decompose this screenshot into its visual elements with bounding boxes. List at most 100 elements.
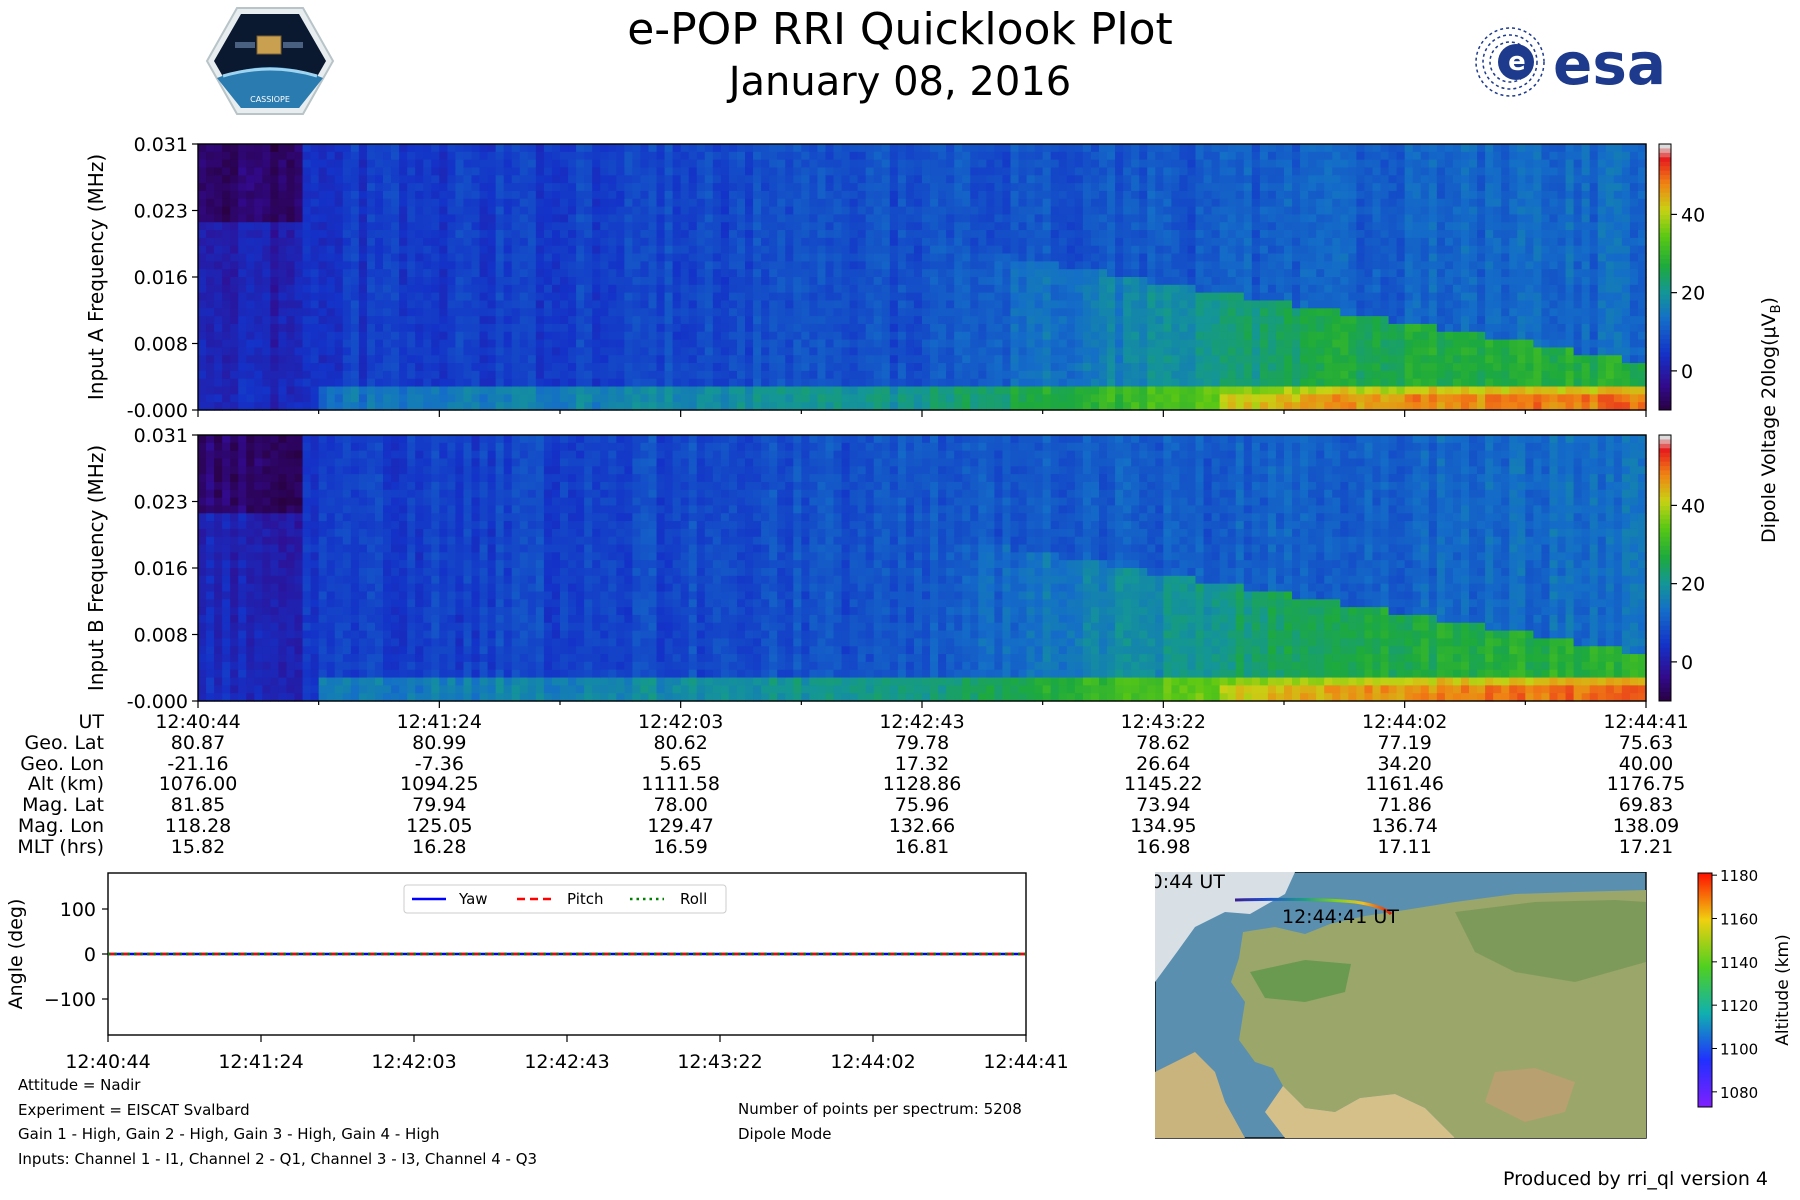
ephemeris-cell: 12:42:43	[879, 711, 965, 733]
ytick-label: -0.000	[127, 691, 188, 711]
input-a-ylabel: Input A Frequency (MHz)	[84, 154, 108, 400]
ephemeris-cell: 81.85	[170, 794, 226, 817]
ytick-label: 0.031	[134, 425, 188, 447]
input-b-colorbar	[1658, 434, 1672, 702]
ephemeris-cell: 16.98	[1136, 835, 1191, 858]
attitude-ytick-label: 0	[84, 944, 96, 966]
ephemeris-cell: 129.47	[647, 815, 714, 837]
attitude-legend: Yaw Pitch Roll	[403, 884, 727, 914]
ytick-label: 0.023	[134, 201, 188, 223]
ephemeris-cell: -21.16	[167, 752, 229, 775]
input-b-ylabel: Input B Frequency (MHz)	[84, 445, 108, 691]
altitude-tick-label: 1080	[1720, 1084, 1758, 1102]
ephemeris-cell: 12:41:24	[396, 711, 482, 733]
attitude-panel: 100 0 −100 12:40:44 12:41:24 12:42:03 12:42:4…	[5, 872, 1069, 1068]
ephemeris-row: Alt (km) 1076.00 1094.25 1111.58 1128.86 1145…	[0, 774, 1800, 794]
input-a-colorbar	[1658, 143, 1672, 411]
esa-logo: e esa	[1475, 27, 1666, 98]
attitude-xtick-label: 12:40:44	[65, 1051, 150, 1068]
ephemeris-cell: 16.59	[653, 835, 708, 858]
altitude-colorbar: 1180 1160 1140 1120 1100 1080 Altitude (km)	[1697, 870, 1793, 1108]
ephemeris-cell: 138.09	[1612, 815, 1680, 837]
ephemeris-cell: 5.65	[659, 752, 702, 775]
ephemeris-cell: 78.00	[653, 794, 708, 817]
ephemeris-row: Mag. Lat 81.85 79.94 78.00 75.96 73.94 71.86 69…	[0, 795, 1800, 815]
ytick-label: 0.008	[134, 334, 188, 356]
ytick-label: -0.000	[127, 400, 188, 420]
esa-logo-text: esa	[1553, 30, 1666, 98]
ephemeris-label: Mag. Lat	[22, 794, 104, 817]
ytick-label: 0.023	[134, 492, 188, 514]
footer-credit: Produced by rri_ql version 4	[1503, 1168, 1768, 1190]
ephemeris-cell: 26.64	[1136, 752, 1191, 775]
ephemeris-row: MLT (hrs) 15.82 16.28 16.59 16.81 16.98 17.11 1…	[0, 837, 1800, 857]
ephemeris-label: Geo. Lon	[20, 752, 104, 775]
ephemeris-label: Alt (km)	[27, 773, 104, 796]
ephemeris-cell: 17.32	[894, 752, 950, 775]
ephemeris-cell: 12:44:41	[1603, 711, 1689, 733]
colorbar-label-end: )	[1758, 297, 1780, 304]
input-b-panel: 0.031 0.023 0.016 0.008 -0.000 Input B Frequ…	[84, 425, 1705, 711]
ephemeris-row: Mag. Lon 118.28 125.05 129.47 132.66 134.95 13…	[0, 816, 1800, 836]
info-left-line: Inputs: Channel 1 - I1, Channel 2 - Q1, …	[18, 1149, 538, 1168]
colorbar-tick-label: 40	[1681, 495, 1705, 517]
ephemeris-label: UT	[78, 711, 104, 733]
ephemeris-cell: 15.82	[170, 835, 226, 858]
track-start-label: 12:40:44 UT	[1155, 872, 1225, 893]
cassiope-logo-text: CASSIOPE	[250, 95, 290, 104]
ephemeris-cell: 1111.58	[641, 773, 720, 796]
ephemeris-cell: 79.78	[894, 731, 950, 754]
attitude-xtick-label: 12:42:43	[524, 1051, 609, 1068]
ephemeris-cell: 17.21	[1618, 835, 1674, 858]
colorbar-tick-label: 0	[1681, 361, 1693, 383]
ephemeris-cell: 12:40:44	[155, 711, 241, 733]
ephemeris-cell: 1145.22	[1124, 773, 1203, 796]
attitude-xtick-label: 12:44:02	[830, 1051, 915, 1068]
ephemeris-cell: 12:42:03	[637, 711, 724, 733]
info-left-line: Experiment = EISCAT Svalbard	[18, 1100, 250, 1119]
dipole-colorbar-label: Dipole Voltage 20log(μVB)	[1758, 297, 1784, 543]
ephemeris-cell: 73.94	[1136, 794, 1191, 817]
attitude-ytick-label: −100	[44, 989, 96, 1011]
colorbar-label-sub: B	[1769, 304, 1784, 313]
ephemeris-cell: 16.81	[894, 835, 950, 858]
ephemeris-label: Mag. Lon	[17, 815, 104, 837]
info-left-line: Attitude = Nadir	[18, 1076, 141, 1094]
orbit-track	[1234, 897, 1393, 916]
attitude-ytick-label: 100	[60, 899, 96, 921]
desert-band	[1265, 1086, 1455, 1138]
legend-yaw: Yaw	[458, 890, 488, 908]
siberia	[1455, 900, 1646, 982]
ephemeris-cell: -7.36	[414, 752, 464, 775]
satellite-icon	[256, 35, 282, 55]
colorbar-label-main: Dipole Voltage 20log(μV	[1758, 313, 1780, 543]
ephemeris-cell: 1176.75	[1606, 773, 1686, 796]
ytick-label: 0.016	[134, 267, 188, 289]
legend-pitch: Pitch	[567, 890, 604, 908]
cassiope-logo: CASSIOPE	[205, 7, 335, 115]
info-right-line: Dipole Mode	[738, 1124, 832, 1143]
ephemeris-cell: 17.11	[1377, 835, 1432, 858]
altitude-tick-label: 1140	[1720, 954, 1758, 972]
ytick-label: 0.008	[134, 625, 188, 647]
attitude-ylabel: Angle (deg)	[5, 899, 27, 1010]
ephemeris-row: Geo. Lon -21.16 -7.36 5.65 17.32 26.64 34.20 40…	[0, 754, 1800, 774]
attitude-xtick-label: 12:43:22	[677, 1051, 762, 1068]
input-a-panel: 0.031 0.023 0.016 0.008 -0.000 Input A Frequ…	[84, 134, 1705, 420]
info-left: Attitude = Nadir Experiment = EISCAT Sval…	[18, 1077, 718, 1175]
ephemeris-cell: 77.19	[1377, 731, 1432, 754]
ephemeris-cell: 80.62	[653, 731, 708, 754]
ephemeris-cell: 134.95	[1130, 815, 1197, 837]
info-right: Number of points per spectrum: 5208 Dipol…	[738, 1101, 1238, 1150]
attitude-xtick-label: 12:44:41	[983, 1051, 1068, 1068]
scandinavia	[1250, 960, 1351, 1002]
altitude-tick-label: 1180	[1720, 870, 1758, 885]
ephemeris-cell: 78.62	[1136, 731, 1191, 754]
altitude-tick-label: 1100	[1720, 1041, 1758, 1059]
ephemeris-table: UT 12:40:44 12:41:24 12:42:03 12:42:43 12:43:…	[0, 712, 1800, 862]
ephemeris-cell: 136.74	[1371, 815, 1438, 837]
legend-roll: Roll	[680, 890, 707, 908]
colorbar-tick-label: 20	[1681, 574, 1705, 596]
ephemeris-cell: 40.00	[1618, 752, 1674, 775]
ephemeris-cell: 1094.25	[400, 773, 479, 796]
